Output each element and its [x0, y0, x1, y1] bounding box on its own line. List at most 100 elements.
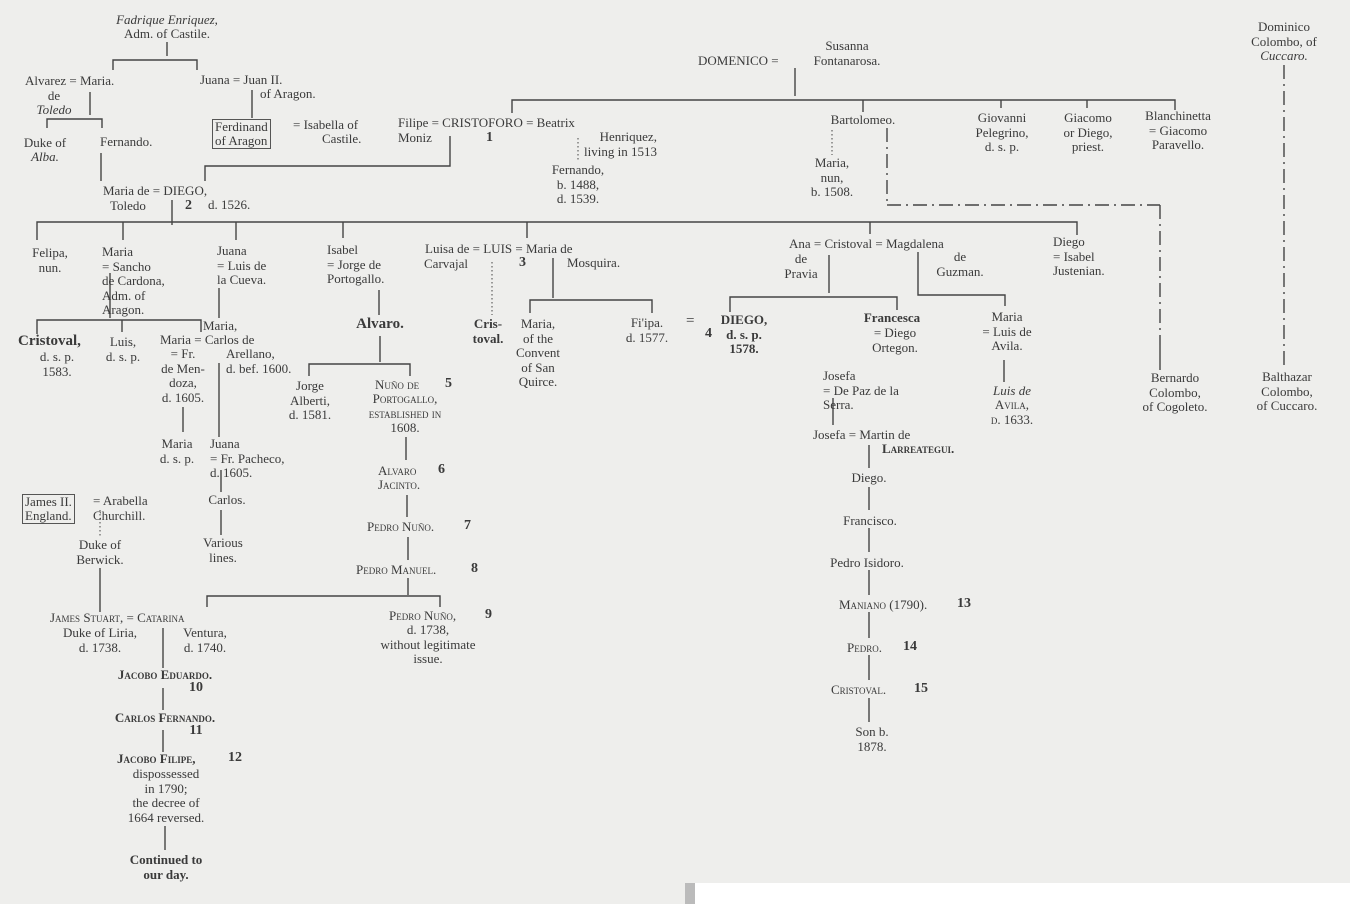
person-fernando: Fernando, b. 1488, d. 1539. [551, 162, 605, 206]
person-fernando: Fernando. [100, 134, 153, 149]
person-detail: dispossessed in 1790; the decree of 1664… [127, 766, 205, 825]
person-detail: Carvajal [424, 256, 469, 271]
person-detail: Duke of Liria, d. 1738. [62, 625, 138, 655]
person-title: Adm. of Castile. [124, 26, 210, 41]
generation-number: 5 [445, 376, 452, 391]
person-detail: de [47, 88, 61, 103]
person-giovanni: Giovanni Pelegrino, d. s. p. [975, 110, 1029, 154]
person-ferdinand: Ferdinand of Aragon [212, 119, 271, 149]
generation-number: 9 [485, 607, 492, 622]
generation-number: 13 [957, 596, 971, 611]
generation-number: 15 [914, 681, 928, 696]
scan-shadow [685, 883, 695, 904]
person-isabella: = Isabella of [293, 117, 359, 132]
generation-number: 7 [464, 518, 471, 533]
person-detail: Moniz [398, 130, 432, 145]
person-diego: Diego. [851, 470, 887, 485]
person-detail: de Pravia [784, 251, 818, 281]
generation-number: 8 [471, 561, 478, 576]
person-pedro-manuel: Pedro Manuel. [356, 562, 437, 577]
person-jacobo-filipe: Jacobo Filipe, [117, 751, 196, 766]
person-susanna: Susanna Fontanarosa. [813, 38, 881, 68]
person-detail: Arellano, d. bef. 1600. [226, 346, 292, 376]
couple-luis: Luisa de = LUIS = Maria de [425, 241, 573, 256]
person-duke-alba: Duke of [23, 135, 67, 150]
person-detail: of Aragon. [260, 86, 316, 101]
person-detail: d. 1526. [208, 197, 251, 212]
person-bernardo: Bernardo Colombo, of Cogoleto. [1142, 370, 1208, 414]
person-detail: Alba. [31, 149, 59, 164]
person-detail: Larreategui. [882, 441, 955, 456]
person-detail: Castile. [322, 131, 362, 146]
person-maria: Maria, of the Convent of San Quirce. [515, 316, 561, 389]
person-detail: d. 1738, without legitimate issue. [380, 622, 476, 666]
couple-cristoval: Ana = Cristoval = Magdalena [789, 236, 944, 251]
person-duke-berwick: Duke of Berwick. [76, 537, 124, 567]
generation-number: 2 [185, 198, 192, 213]
person-juana: Juana = Luis de la Cueva. [217, 243, 267, 287]
generation-number: 14 [903, 639, 917, 654]
person-blanchinetta: Blanchinetta = Giacomo Paravello. [1145, 108, 1211, 152]
couple-maria-carlos: Maria = Carlos de [160, 332, 255, 347]
person-giacomo: Giacomo or Diego, priest. [1063, 110, 1113, 154]
person-detail: Portogallo, established in 1608. [368, 391, 442, 435]
person-maria-sancho: Maria = Sancho de Cardona, Adm. of Arago… [102, 244, 165, 317]
person-cristoval: Cris- toval. [472, 316, 504, 346]
person-maria: Maria d. s. p. [159, 436, 195, 466]
person-detail: Various lines. [203, 535, 243, 565]
person-josefa: Josefa = De Paz de la Serra. [823, 368, 899, 412]
continued-note: Continued to our day. [129, 852, 203, 882]
person-fadrique-enriquez: Fadrique Enriquez, [116, 12, 218, 27]
generation-number: 4 [705, 326, 712, 341]
person-detail: Avila, d. 1633. [990, 397, 1034, 427]
person-maria: Maria, [203, 318, 238, 333]
person-arabella: = Arabella Churchill. [93, 493, 148, 523]
person-cristoval: Cristoval. [831, 682, 887, 697]
person-detail: Mosquira. [567, 255, 621, 270]
person-francisco: Francisco. [843, 513, 897, 528]
person-maria-nun: Maria, nun, b. 1508. [810, 155, 854, 199]
person-son: Son b. 1878. [855, 724, 889, 754]
generation-number: 11 [189, 723, 203, 738]
couple-josefa-martin: Josefa = Martin de [813, 427, 911, 442]
person-bartolomeo: Bartolomeo. [830, 112, 896, 127]
person-detail: Toledo [110, 198, 146, 213]
person-maniano: Maniano (1790). [839, 597, 928, 612]
person-detail: de Guzman. [936, 249, 984, 279]
couple-juana-juan: Juana = Juan II. [200, 72, 283, 87]
generation-number: 12 [228, 750, 242, 765]
couple-james-stuart: James Stuart, = Catarina [50, 610, 185, 625]
generation-number: 1 [486, 130, 493, 145]
person-carlos-fernando: Carlos Fernando. [114, 710, 216, 725]
person-balthazar: Balthazar Colombo, of Cuccaro. [1256, 369, 1318, 413]
person-filipa: Fi'ipa. d. 1577. [625, 315, 669, 345]
person-jorge: Jorge Alberti, d. 1581. [288, 378, 332, 422]
person-detail: Toledo [36, 102, 72, 117]
person-pedro: Pedro. [847, 640, 882, 655]
person-nuno: Nuño de [375, 377, 420, 392]
person-pedro-nuno: Pedro Nuño. [367, 519, 435, 534]
person-james-ii: James II. England. [22, 494, 75, 524]
person-detail: Henriquez, living in 1513 [584, 129, 657, 159]
person-luis-de-avila: Luis de [993, 383, 1031, 398]
person-cristoval: Cristoval, [18, 333, 81, 349]
person-alvaro-jacinto: Alvaro [378, 463, 417, 478]
person-isabel: Isabel = Jorge de Portogallo. [327, 242, 385, 286]
person-carlos: Carlos. [208, 492, 246, 507]
generation-number: 6 [438, 462, 445, 477]
person-detail: Jacinto. [378, 477, 421, 492]
person-dominico: Dominico Colombo, of [1251, 19, 1317, 49]
person-detail: d. s. p. 1583. [39, 349, 75, 379]
person-pedro-nuno: Pedro Nuño, [389, 608, 457, 623]
couple-cristoforo: Filipe = CRISTOFORO = Beatrix [398, 115, 575, 130]
person-diego: Diego = Isabel Justenian. [1053, 234, 1105, 278]
person-jacobo-eduardo: Jacobo Eduardo. [117, 667, 213, 682]
generation-number: 10 [189, 680, 203, 695]
person-juana: Juana = Fr. Pacheco, d. 1605. [210, 436, 285, 480]
person-detail: = Fr. de Men- doza, d. 1605. [161, 346, 205, 405]
person-domenico: DOMENICO = [698, 53, 779, 68]
marriage-sign: = [686, 313, 695, 329]
person-alvaro: Alvaro. [356, 316, 404, 332]
person-detail: Ventura, d. 1740. [183, 625, 227, 655]
